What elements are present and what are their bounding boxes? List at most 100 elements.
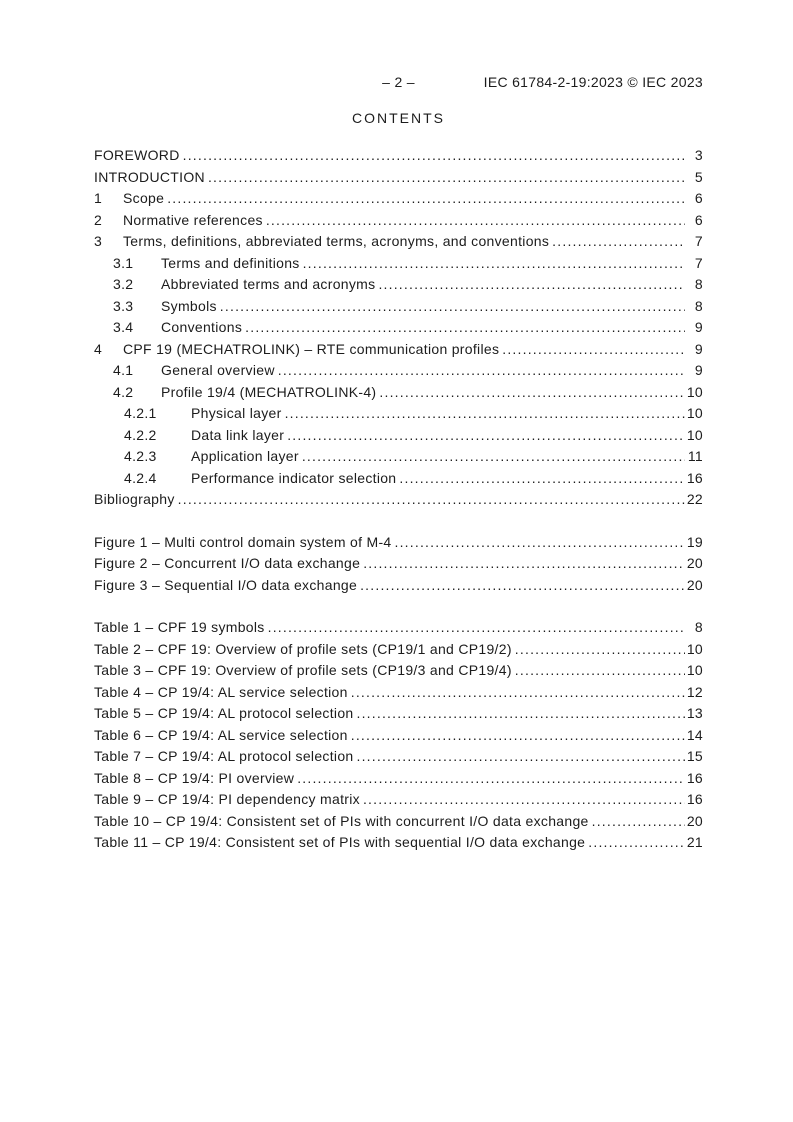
- toc-entry: 4.2.3 Application layer 11: [94, 446, 703, 468]
- dot-leader: [592, 811, 685, 833]
- toc-entry: 1 Scope 6: [94, 188, 703, 210]
- toc-figure-entry: Figure 3 – Sequential I/O data exchange …: [94, 575, 703, 597]
- toc-entry-page: 20: [686, 555, 703, 571]
- toc-figure-entry: Figure 2 – Concurrent I/O data exchange …: [94, 553, 703, 575]
- dot-leader: [285, 403, 685, 425]
- dot-leader: [502, 339, 685, 361]
- toc-entry-title: Table 8 – CP 19/4: PI overview: [94, 769, 295, 786]
- toc-entry-title: Scope: [123, 190, 165, 206]
- toc-entry-page: 3: [694, 147, 703, 163]
- toc-entry-title: Symbols: [161, 297, 217, 314]
- toc-entry-page: 9: [694, 319, 703, 335]
- toc-entry: 4 CPF 19 (MECHATROLINK) – RTE communicat…: [94, 339, 703, 361]
- toc-entry: 4.2.1 Physical layer 10: [94, 403, 703, 425]
- dot-leader: [351, 682, 685, 704]
- dot-leader: [588, 832, 685, 854]
- dot-leader: [378, 274, 685, 296]
- toc-table-entry: Table 2 – CPF 19: Overview of profile se…: [94, 639, 703, 661]
- toc-table-entry: Table 7 – CP 19/4: AL protocol selection…: [94, 746, 703, 768]
- contents-title: CONTENTS: [352, 110, 445, 126]
- dot-leader: [515, 639, 685, 661]
- toc-entry-title: Conventions: [161, 319, 243, 335]
- toc-table-entry: Table 10 – CP 19/4: Consistent set of PI…: [94, 811, 703, 833]
- toc-main-list: FOREWORD 3 INTRODUCTION 5 1 Scope 6: [94, 145, 703, 511]
- toc-entry: Bibliography 22: [94, 489, 703, 511]
- toc-entry-title: Figure 2 – Concurrent I/O data exchange: [94, 555, 361, 571]
- toc-entry-title: Table 6 – CP 19/4: AL service selection: [94, 726, 348, 743]
- toc-entry: INTRODUCTION 5: [94, 167, 703, 189]
- toc-table-entry: Table 5 – CP 19/4: AL protocol selection…: [94, 703, 703, 725]
- toc-entry-page: 7: [694, 233, 703, 249]
- dot-leader: [208, 167, 685, 189]
- toc-entry-title: Table 4 – CP 19/4: AL service selection: [94, 683, 348, 700]
- toc-entry-title: Performance indicator selection: [191, 469, 397, 486]
- dot-leader: [266, 210, 685, 232]
- toc-entry-title: Figure 1 – Multi control domain system o…: [94, 533, 392, 550]
- toc-entry: 3 Terms, definitions, abbreviated terms,…: [94, 231, 703, 253]
- toc-table-entry: Table 3 – CPF 19: Overview of profile se…: [94, 660, 703, 682]
- toc-entry-title: INTRODUCTION: [94, 168, 205, 185]
- toc-entry-number: 1: [94, 190, 103, 206]
- toc-entry-page: 10: [686, 383, 703, 400]
- dot-leader: [183, 145, 685, 167]
- toc-entry-title: Data link layer: [191, 426, 285, 443]
- toc-entry-title: Table 11 – CP 19/4: Consistent set of PI…: [94, 834, 586, 850]
- toc-entry-number: 3.4: [113, 319, 134, 335]
- toc-table-entry: Table 11 – CP 19/4: Consistent set of PI…: [94, 832, 703, 854]
- header-doc-reference: IEC 61784-2-19:2023 © IEC 2023: [483, 74, 703, 90]
- toc-entry-page: 7: [694, 254, 703, 271]
- dot-leader: [399, 468, 684, 490]
- toc-entry-title: Terms and definitions: [161, 254, 300, 271]
- toc-figure-entry: Figure 1 – Multi control domain system o…: [94, 532, 703, 554]
- dot-leader: [351, 725, 685, 747]
- dot-leader: [515, 660, 685, 682]
- toc-entry-title: Table 1 – CPF 19 symbols: [94, 619, 265, 635]
- dot-leader: [357, 746, 685, 768]
- dot-leader: [268, 617, 685, 639]
- toc-entry-number: 4.2.2: [124, 426, 157, 443]
- toc-entry-page: 10: [686, 426, 703, 443]
- toc-tables-list: Table 1 – CPF 19 symbols 8 Table 2 – CPF…: [94, 617, 703, 854]
- toc-entry-number: 2: [94, 211, 103, 228]
- toc-entry-title: Bibliography: [94, 491, 175, 507]
- dot-leader: [552, 231, 685, 253]
- toc-entry-title: Table 9 – CP 19/4: PI dependency matrix: [94, 791, 360, 807]
- dot-leader: [245, 317, 685, 339]
- toc-entry-number: 4.1: [113, 362, 134, 378]
- toc-table-entry: Table 4 – CP 19/4: AL service selection …: [94, 682, 703, 704]
- toc-entry-page: 12: [686, 683, 703, 700]
- toc-entry-page: 9: [694, 362, 703, 378]
- toc-entry-title: Physical layer: [191, 405, 282, 421]
- table-of-contents: FOREWORD 3 INTRODUCTION 5 1 Scope 6: [94, 145, 703, 854]
- toc-entry-title: Table 7 – CP 19/4: AL protocol selection: [94, 748, 354, 764]
- toc-entry-number: 4: [94, 340, 103, 357]
- toc-entry-page: 14: [686, 726, 703, 743]
- toc-entry-page: 22: [686, 491, 703, 507]
- dot-leader: [379, 382, 684, 404]
- toc-entry-title: FOREWORD: [94, 147, 180, 163]
- toc-entry: 3.2 Abbreviated terms and acronyms 8: [94, 274, 703, 296]
- toc-entry: 2 Normative references 6: [94, 210, 703, 232]
- toc-entry: FOREWORD 3: [94, 145, 703, 167]
- toc-entry: 4.1 General overview 9: [94, 360, 703, 382]
- toc-entry-title: Terms, definitions, abbreviated terms, a…: [123, 233, 550, 249]
- toc-figures-list: Figure 1 – Multi control domain system o…: [94, 532, 703, 597]
- dot-leader: [278, 360, 685, 382]
- toc-entry-page: 6: [694, 190, 703, 206]
- toc-entry-number: 3.2: [113, 276, 134, 292]
- toc-table-entry: Table 8 – CP 19/4: PI overview 16: [94, 768, 703, 790]
- toc-table-entry: Table 1 – CPF 19 symbols 8: [94, 617, 703, 639]
- toc-entry-page: 10: [686, 640, 703, 657]
- toc-table-entry: Table 6 – CP 19/4: AL service selection …: [94, 725, 703, 747]
- dot-leader: [297, 768, 685, 790]
- toc-entry-number: 3: [94, 233, 103, 249]
- toc-entry-number: 3.1: [113, 254, 134, 271]
- dot-leader: [363, 553, 685, 575]
- toc-entry-title: Application layer: [191, 448, 299, 464]
- toc-entry-page: 21: [686, 834, 703, 850]
- toc-entry-page: 8: [694, 619, 703, 635]
- toc-entry-title: Profile 19/4 (MECHATROLINK-4): [161, 383, 377, 400]
- toc-entry-page: 16: [686, 469, 703, 486]
- toc-entry-page: 11: [687, 448, 703, 464]
- toc-entry-title: Abbreviated terms and acronyms: [161, 276, 376, 292]
